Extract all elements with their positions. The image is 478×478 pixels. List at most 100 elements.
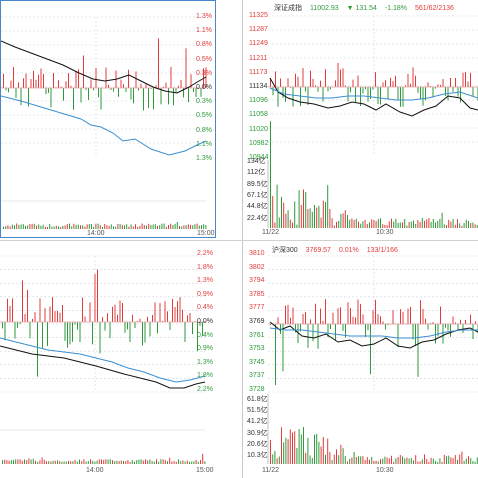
volume-bar xyxy=(303,427,304,464)
volume-bar xyxy=(191,461,193,464)
tick-bar-up xyxy=(60,86,62,88)
volume-bar xyxy=(430,457,432,464)
volume-bar xyxy=(154,224,156,229)
volume-bar xyxy=(169,457,171,464)
intraday-chart-bottom-left xyxy=(0,255,206,464)
tick-bar-up xyxy=(158,38,159,88)
tick-bar-up xyxy=(23,78,24,88)
tick-bar-up xyxy=(59,312,61,322)
time-label: 14:00 xyxy=(87,230,105,237)
volume-bar xyxy=(270,439,271,464)
volume-bar xyxy=(413,220,414,228)
tick-bar-down xyxy=(460,87,461,103)
volume-bar xyxy=(176,222,178,229)
tick-bar-down xyxy=(317,87,319,92)
axis-tick-label: 11287 xyxy=(249,26,268,34)
volume-bar xyxy=(196,223,198,229)
tick-bar-up xyxy=(355,317,356,324)
volume-bar xyxy=(11,224,13,229)
volume-bar xyxy=(421,217,423,228)
volume-bar xyxy=(342,213,344,228)
tick-bar-down xyxy=(362,87,364,94)
tick-bar-up xyxy=(120,79,122,88)
tick-bar-down xyxy=(198,88,199,89)
volume-bar xyxy=(148,223,150,229)
chart-panel-csi300[interactable]: 沪深300 3769.57 0.01% 133/1/166 3810 3802 37… xyxy=(244,242,478,478)
volume-bar xyxy=(173,461,175,464)
volume-bar xyxy=(446,456,447,464)
tick-bar-up xyxy=(25,73,27,88)
volume-bar xyxy=(355,456,357,464)
tick-bar-down xyxy=(350,87,351,93)
volume-bar xyxy=(336,221,337,228)
volume-bar xyxy=(270,121,271,228)
average-line xyxy=(269,87,478,101)
volume-bar xyxy=(446,224,447,228)
tick-bar-up xyxy=(155,85,157,88)
volume-bar xyxy=(408,222,410,228)
volume-bar xyxy=(72,461,74,464)
volume-bar xyxy=(375,460,377,464)
tick-bar-down xyxy=(4,322,6,341)
tick-bar-up xyxy=(385,80,386,87)
tick-bar-up xyxy=(3,73,4,88)
chart-panel-bottom-left[interactable]: 2.2% 1.8% 1.3% 0.9% 0.4% 0.0% 0.4% 0.9% 1.3% 1.8%… xyxy=(0,242,216,478)
volume-bar xyxy=(85,461,87,464)
volume-bar xyxy=(382,224,384,228)
volume-bar xyxy=(443,454,445,464)
tick-bar-up xyxy=(357,299,359,324)
tick-bar-up xyxy=(128,69,129,88)
tick-bar-up xyxy=(89,302,91,322)
volume-bar xyxy=(311,211,313,228)
tick-bar-up xyxy=(117,314,118,322)
tick-bar-down xyxy=(110,88,112,90)
volume-bar xyxy=(24,459,25,464)
volume-bar xyxy=(160,459,162,464)
axis-tick-label: 3794 xyxy=(249,277,265,285)
volume-bar xyxy=(88,224,90,229)
axis-tick-label: 11020 xyxy=(249,125,268,133)
chart-panel-top-left[interactable]: 1.3% 1.1% 0.8% 0.5% 0.3% 0.0% 0.3% 0.5% 0.8% 1.1%… xyxy=(0,0,216,238)
tick-bar-down xyxy=(462,324,464,333)
volume-bar xyxy=(163,223,165,229)
tick-bar-down xyxy=(73,88,74,110)
tick-bar-down xyxy=(130,88,132,100)
volume-bar xyxy=(336,449,337,464)
tick-bar-down xyxy=(143,88,144,111)
volume-bar xyxy=(98,459,100,464)
volume-bar xyxy=(463,223,465,228)
tick-bar-down xyxy=(45,88,47,95)
volume-bar xyxy=(91,224,92,229)
tick-bar-up xyxy=(132,314,133,322)
volume-bar xyxy=(187,224,189,229)
tick-bar-down xyxy=(447,324,449,331)
tick-bar-down xyxy=(160,88,162,105)
axis-tick-label: 11173 xyxy=(249,68,268,76)
tick-bar-down xyxy=(327,87,329,92)
volume-tick-label: 30.9亿 xyxy=(247,429,268,437)
volume-bar xyxy=(146,225,147,229)
tick-bar-up xyxy=(440,84,441,87)
volume-bar xyxy=(143,225,145,229)
tick-bar-up xyxy=(35,79,37,88)
tick-bar-up xyxy=(7,298,8,322)
index-name: 深证成指 xyxy=(274,5,302,12)
chart-panel-szse-component[interactable]: 深证成指 11002.93 ▼ 131.54 -1.18% 561/62/213… xyxy=(244,0,478,238)
tick-bar-down xyxy=(355,87,356,103)
horizontal-divider xyxy=(0,240,478,241)
volume-bar xyxy=(450,457,452,464)
volume-bar xyxy=(465,219,467,228)
volume-bar xyxy=(287,210,289,228)
tick-bar-up xyxy=(297,76,299,87)
tick-bar-up xyxy=(305,312,306,324)
tick-bar-down xyxy=(202,322,203,336)
volume-bar xyxy=(353,451,355,464)
tick-bar-up xyxy=(123,84,124,88)
tick-bar-down xyxy=(14,322,16,339)
tick-bar-up xyxy=(187,315,188,322)
volume-bar xyxy=(103,459,105,464)
tick-bar-down xyxy=(335,324,336,341)
volume-bar xyxy=(459,454,461,464)
tick-bar-down xyxy=(168,88,169,105)
quote-header: 深证成指 11002.93 ▼ 131.54 -1.18% 561/62/213… xyxy=(274,3,460,13)
